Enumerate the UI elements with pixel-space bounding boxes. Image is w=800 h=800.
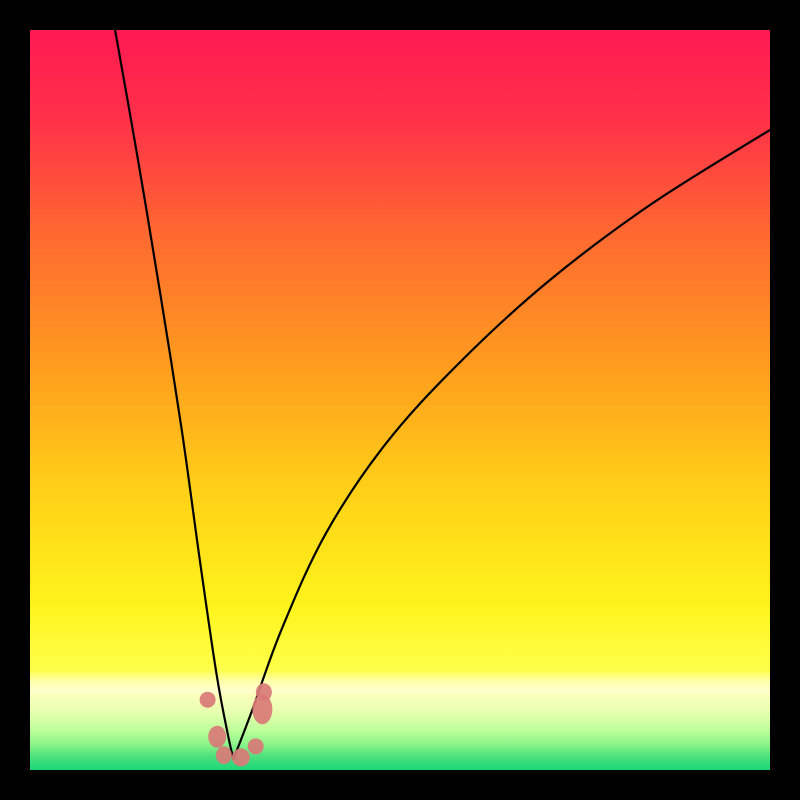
curve-marker — [248, 738, 264, 754]
curve-marker — [232, 748, 250, 766]
chart-root: TheBottleneck.com — [0, 0, 800, 800]
curve-marker — [200, 692, 216, 708]
curve-marker — [216, 746, 232, 764]
curve-marker — [208, 726, 226, 748]
chart-svg-layer — [0, 0, 800, 800]
curve-left-branch — [115, 30, 233, 759]
curve-marker — [256, 683, 272, 701]
curve-right-branch — [234, 130, 771, 759]
